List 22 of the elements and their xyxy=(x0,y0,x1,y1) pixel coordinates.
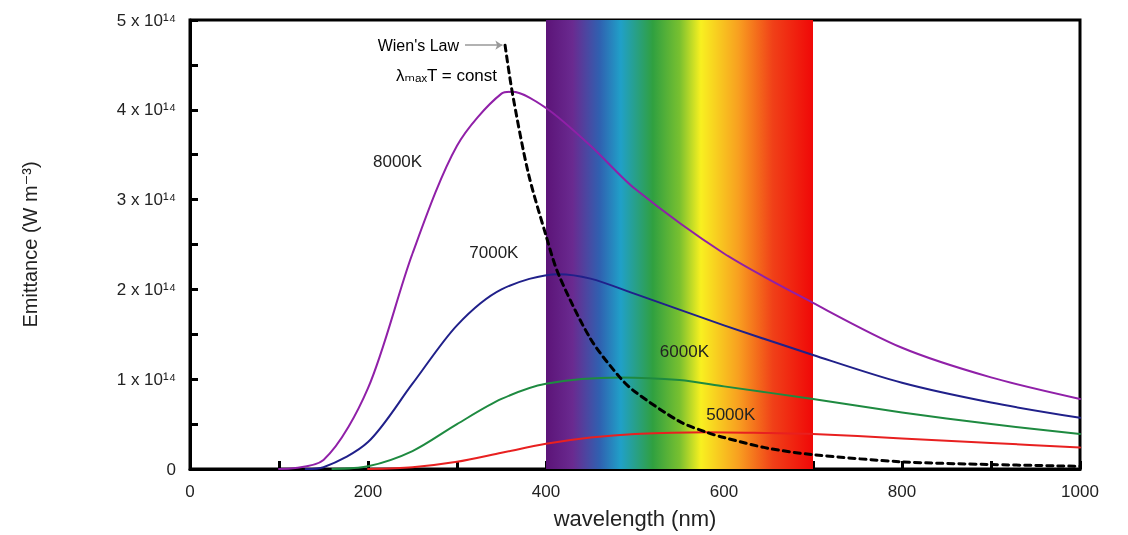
x-tick-label: 200 xyxy=(353,482,383,501)
x-tick-label: 0 xyxy=(185,482,195,501)
x-tick-label: 600 xyxy=(709,482,739,501)
y-tick-label: 1 x 10¹⁴ xyxy=(116,369,176,389)
x-tick-label: 1000 xyxy=(1061,482,1099,501)
y-axis-title: Emittance (W m⁻³) xyxy=(19,161,41,328)
y-tick-label: 2 x 10¹⁴ xyxy=(116,279,176,299)
x-axis-title: wavelength (nm) xyxy=(552,505,717,531)
y-tick-label: 0 xyxy=(166,459,176,479)
y-tick-label: 5 x 10¹⁴ xyxy=(116,10,176,30)
x-tick-label: 400 xyxy=(531,482,561,501)
series-label: 5000K xyxy=(706,404,757,424)
series-label: 8000K xyxy=(373,152,423,172)
line-series xyxy=(304,273,1081,470)
x-tick-label: 800 xyxy=(887,482,917,501)
y-tick-label: 3 x 10¹⁴ xyxy=(116,190,176,210)
line-series xyxy=(367,431,1081,470)
y-tick-label: 4 x 10¹⁴ xyxy=(116,100,176,120)
annotation: λₘₐₓT = const xyxy=(395,65,498,85)
series-label: 7000K xyxy=(469,242,520,262)
annotation: Wien's Law xyxy=(377,36,460,54)
line-series xyxy=(331,376,1081,470)
